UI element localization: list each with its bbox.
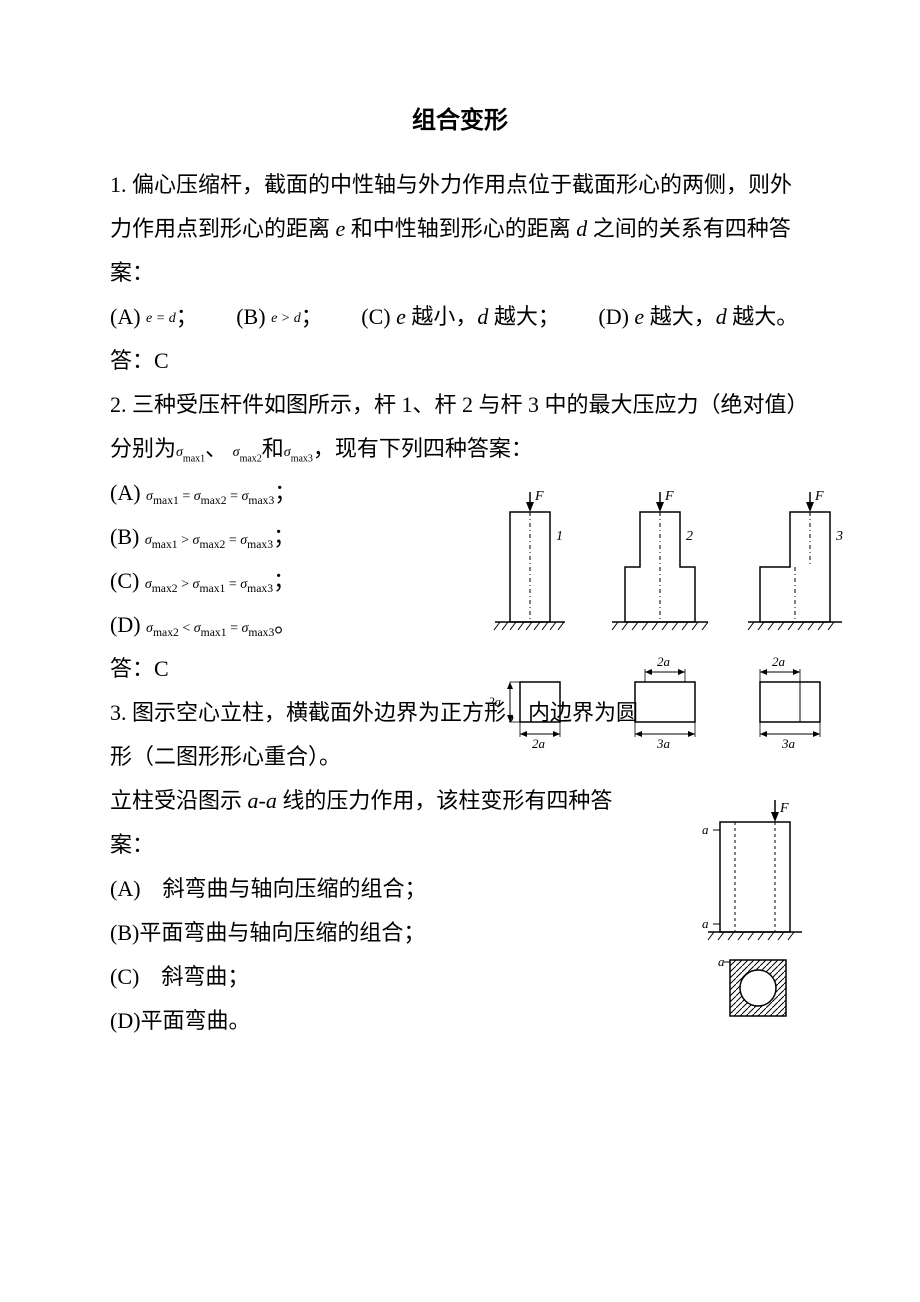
q2-sec2-2a: 2a: [657, 654, 671, 669]
q1-optA-math: e = d: [146, 311, 176, 326]
q1-answer-label: 答：: [110, 348, 154, 373]
q1-d: d: [576, 216, 587, 241]
q2-col3: F 3: [748, 489, 843, 630]
q2-l2: 2: [686, 529, 693, 544]
q1-optD-end: 越大。: [727, 304, 799, 329]
q2-sub3: max3: [291, 453, 313, 464]
q2-sub2: max2: [240, 453, 262, 464]
q2-col2: F 2: [612, 489, 708, 630]
q1-optC-label: (C): [361, 304, 396, 329]
q2-optB-eq: σmax1 > σmax2 = σmax3: [145, 533, 273, 548]
q1-sep2: ；: [301, 304, 323, 329]
q2-F3: F: [814, 489, 824, 504]
q3-optC-text: 斜弯曲；: [161, 964, 249, 989]
q3-optC-label: (C): [110, 964, 161, 989]
q2-optB-label: (B): [110, 524, 139, 549]
q1-options: (A) e = d； (B) e > d； (C) e 越小，d 越大； (D)…: [110, 295, 810, 339]
q1-optC-end: 越大；: [488, 304, 560, 329]
q2-sec1-2a-v: 2a: [490, 694, 502, 709]
q2-optD-label: (D): [110, 612, 141, 637]
q1-stem: 1. 偏心压缩杆，截面的中性轴与外力作用点位于截面形心的两侧，则外力作用点到形心…: [110, 163, 810, 295]
q2-stem-b: ，现有下列四种答案：: [313, 436, 533, 461]
q1-optD-e: e: [634, 304, 644, 329]
q2-optA-semi: ；: [274, 480, 296, 505]
q3-a1: a: [702, 822, 709, 837]
q2-optD-period: 。: [274, 612, 296, 637]
q2-optC-label: (C): [110, 568, 139, 593]
q2-optC: (C) σmax2 > σmax1 = σmax3；: [110, 559, 470, 603]
q2-answer-label: 答：: [110, 656, 154, 681]
q2-optB-semi: ；: [273, 524, 295, 549]
q2-s3: σ: [284, 445, 291, 460]
q2-sub1: max1: [183, 453, 205, 464]
q3-optA-label: (A): [110, 876, 163, 901]
q1-optC-e: e: [396, 304, 406, 329]
q2-optC-eq: σmax2 > σmax1 = σmax3: [145, 577, 273, 592]
q2-figure: F 1 F 2: [490, 482, 870, 772]
q1-optB-math: e > d: [271, 311, 301, 326]
q1-stem-b: 和中性轴到形心的距离: [345, 216, 576, 241]
q3-a2: a: [702, 916, 709, 931]
q3-optB-text: 平面弯曲与轴向压缩的组合；: [139, 920, 425, 945]
q2-sec3-2a: 2a: [772, 654, 786, 669]
q3-stem-b: 立柱受沿图示: [110, 788, 248, 813]
q2-mid1: 、: [205, 436, 227, 461]
q2-sec3: 2a 3a: [760, 654, 820, 751]
q2-sec2: 2a 3a: [635, 654, 695, 751]
q1-sep1: ；: [176, 304, 198, 329]
q2-F1: F: [534, 489, 544, 504]
q2-optC-semi: ；: [273, 568, 295, 593]
q2-sec3-3a: 3a: [781, 736, 796, 751]
q1-answer-val: C: [154, 348, 169, 373]
q3-F: F: [779, 801, 789, 816]
page: 组合变形 1. 偏心压缩杆，截面的中性轴与外力作用点位于截面形心的两侧，则外力作…: [0, 0, 920, 1302]
q2-optA-label: (A): [110, 480, 141, 505]
q3-section: a: [718, 954, 786, 1016]
q3-optD-text: 平面弯曲。: [141, 1008, 251, 1033]
q3-stem-line2: 立柱受沿图示 a-a 线的压力作用，该柱变形有四种答案：: [110, 779, 640, 867]
q2-optA-eq: σmax1 = σmax2 = σmax3: [146, 489, 274, 504]
q2-l3: 3: [835, 529, 843, 544]
q1-optB-label: (B): [236, 304, 271, 329]
q3-sec-a: a: [718, 954, 725, 969]
q1-optC-d: d: [477, 304, 488, 329]
q2-sec1: 2a 2a: [490, 682, 560, 751]
q2-optD-eq: σmax2 < σmax1 = σmax3: [146, 621, 274, 636]
q1-optA-label: (A): [110, 304, 146, 329]
q1-optD-b: 越大，: [644, 304, 716, 329]
q2-col1: F 1: [494, 489, 565, 630]
q2-optB: (B) σmax1 > σmax2 = σmax3；: [110, 515, 470, 559]
q2-l1: 1: [556, 529, 563, 544]
q3-optA-text: 斜弯曲与轴向压缩的组合；: [163, 876, 427, 901]
q3-aa: a-a: [248, 788, 277, 813]
q2-answer-val: C: [154, 656, 169, 681]
page-title: 组合变形: [110, 100, 810, 135]
q3-figure: F a a: [680, 800, 830, 1020]
q2-sec2-3a: 3a: [656, 736, 671, 751]
q3-optB-label: (B): [110, 920, 139, 945]
q2-F2: F: [664, 489, 674, 504]
q1-e: e: [336, 216, 346, 241]
q2-mid2: 和: [262, 436, 284, 461]
q1-optC-b: 越小，: [406, 304, 478, 329]
q2-s1: σ: [176, 445, 183, 460]
q2-sec1-2a-h: 2a: [532, 736, 546, 751]
q1-optD-d: d: [716, 304, 727, 329]
q2-optA: (A) σmax1 = σmax2 = σmax3；: [110, 471, 470, 515]
q2-options: (A) σmax1 = σmax2 = σmax3； (B) σmax1 > σ…: [110, 471, 470, 647]
q3-optD-label: (D): [110, 1008, 141, 1033]
q2-optD: (D) σmax2 < σmax1 = σmax3。: [110, 603, 470, 647]
q1-answer: 答：C: [110, 339, 810, 383]
q2-stem: 2. 三种受压杆件如图所示，杆 1、杆 2 与杆 3 中的最大压应力（绝对值）分…: [110, 383, 810, 471]
q1-optD-label: (D): [598, 304, 634, 329]
q2-s2: σ: [233, 445, 240, 460]
